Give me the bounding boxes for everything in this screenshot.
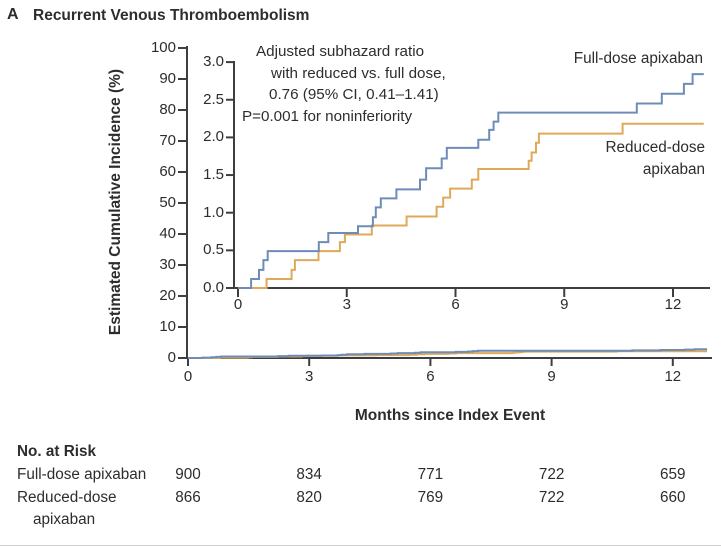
main-y-tick-label-20: 20 bbox=[159, 287, 176, 304]
main-y-tick-label-100: 100 bbox=[150, 39, 176, 56]
annotation-line-3: 0.76 (95% CI, 0.41–1.41) bbox=[269, 86, 439, 103]
annotation-line-4: P=0.001 for noninferiority bbox=[242, 107, 413, 125]
main-y-tick-label-60: 60 bbox=[159, 163, 176, 180]
subhazard-annotation: Adjusted subhazard ratio with reduced vs… bbox=[242, 41, 446, 127]
bottom-rule bbox=[0, 545, 721, 546]
inset-y-tick-label-0.5: 0.5 bbox=[203, 241, 224, 259]
main-x-tick-label-3: 3 bbox=[305, 368, 314, 385]
inset-x-tick-label-9: 9 bbox=[560, 296, 569, 313]
main-y-tick-label-40: 40 bbox=[159, 225, 176, 242]
legend-full-dose: Full-dose apixaban bbox=[573, 50, 703, 67]
full-dose-curve-inset bbox=[238, 73, 704, 289]
main-y-tick-label-80: 80 bbox=[159, 101, 176, 118]
inset-y-tick-label-0.0: 0.0 bbox=[203, 279, 224, 296]
main-y-tick-label-10: 10 bbox=[159, 318, 176, 335]
inset-x-tick-label-12: 12 bbox=[664, 296, 682, 313]
risk-table-header: No. at Risk bbox=[17, 443, 97, 460]
legend-reduced-line2: apixaban bbox=[642, 161, 705, 178]
x-axis-title: Months since Index Event bbox=[354, 407, 546, 424]
main-y-tick-label-70: 70 bbox=[159, 132, 176, 149]
inset-x-tick-label-0: 0 bbox=[233, 296, 243, 313]
inset-y-tick-label-2.0: 2.0 bbox=[203, 128, 224, 146]
figure-title: Recurrent Venous Thromboembolism bbox=[33, 7, 310, 24]
inset-x-tick-label-6: 6 bbox=[451, 296, 460, 313]
main-y-tick-label-0: 0 bbox=[167, 349, 176, 366]
main-y-tick-label-90: 90 bbox=[159, 70, 176, 87]
risk-value-row0-month9: 722 bbox=[538, 466, 565, 483]
y-axis-title: Estimated Cumulative Incidence (%) bbox=[107, 68, 124, 336]
main-x-tick-label-6: 6 bbox=[426, 368, 435, 385]
risk-row-label-reduced-dose-2: apixaban bbox=[33, 511, 96, 528]
legend-reduced-line1: Reduced-dose bbox=[605, 139, 706, 156]
panel-letter: A bbox=[7, 6, 19, 23]
inset-x-tick-label-3: 3 bbox=[342, 296, 351, 313]
risk-value-row0-month12: 659 bbox=[660, 466, 686, 483]
risk-value-row0-month6: 771 bbox=[417, 466, 444, 483]
main-y-tick-label-30: 30 bbox=[159, 256, 176, 273]
legend-reduced-dose: Reduced-dose apixaban bbox=[606, 137, 706, 181]
risk-row-label-reduced-dose: Reduced-dose bbox=[17, 489, 117, 506]
main-x-tick-label-12: 12 bbox=[664, 368, 682, 385]
main-x-tick-label-0: 0 bbox=[183, 368, 193, 385]
inset-y-tick-label-1.0: 1.0 bbox=[203, 203, 224, 221]
main-x-tick-label-9: 9 bbox=[547, 368, 556, 385]
annotation-line-1: Adjusted subhazard ratio bbox=[256, 43, 425, 60]
inset-y-tick-label-1.5: 1.5 bbox=[203, 166, 224, 184]
risk-row-label-full-dose: Full-dose apixaban bbox=[17, 466, 147, 483]
risk-value-row1-month3: 820 bbox=[296, 489, 322, 506]
reduced-dose-curve-inset bbox=[238, 122, 704, 289]
risk-value-row1-month12: 660 bbox=[660, 489, 686, 506]
full-dose-curve-main bbox=[188, 348, 708, 359]
risk-value-row0-month3: 834 bbox=[296, 466, 322, 483]
annotation-line-2: with reduced vs. full dose, bbox=[271, 64, 446, 82]
risk-value-row1-month0: 866 bbox=[175, 489, 201, 506]
risk-value-row0-month0: 900 bbox=[175, 466, 201, 483]
risk-value-row1-month6: 769 bbox=[417, 489, 444, 506]
inset-y-tick-label-2.5: 2.5 bbox=[203, 90, 224, 108]
main-y-tick-label-50: 50 bbox=[159, 194, 176, 211]
inset-y-tick-label-3.0: 3.0 bbox=[203, 53, 224, 71]
risk-value-row1-month9: 722 bbox=[538, 489, 565, 506]
